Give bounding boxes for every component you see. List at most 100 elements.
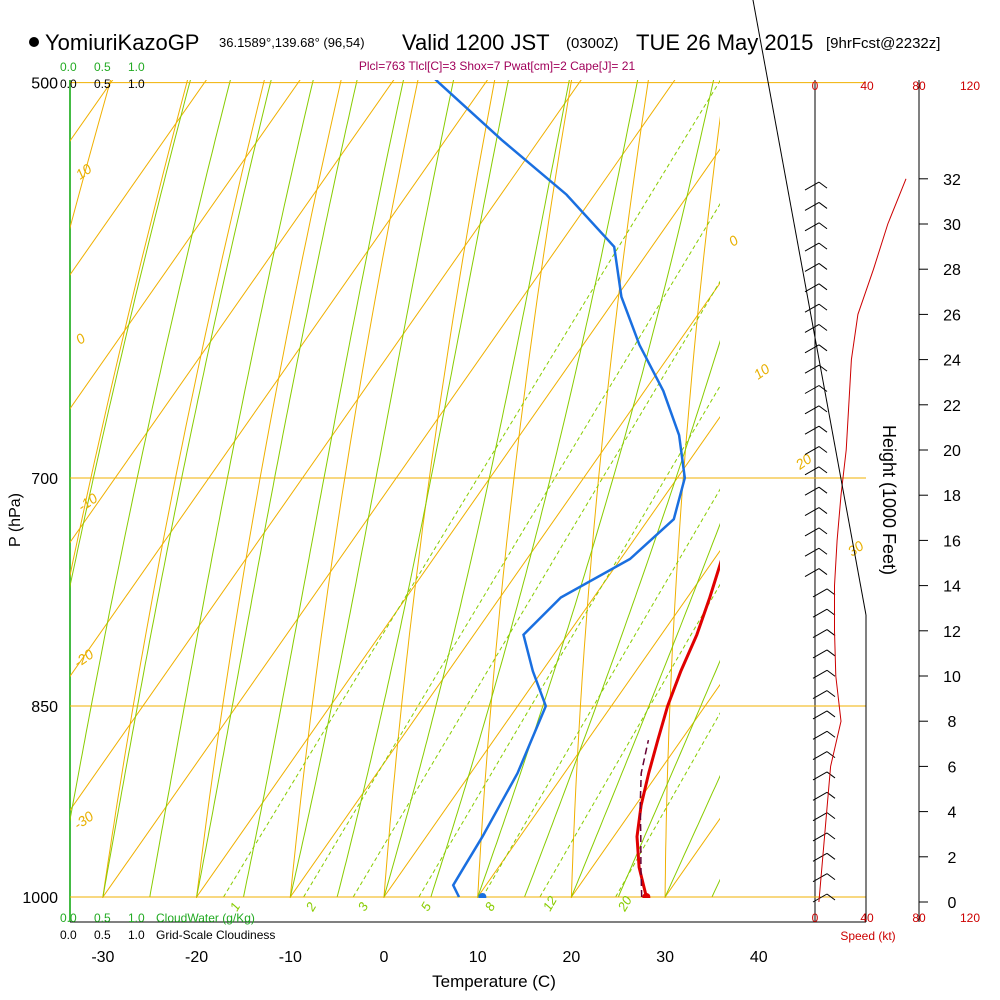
wind-barb bbox=[804, 507, 828, 516]
height-tick-label: 28 bbox=[943, 262, 961, 279]
wind-barb bbox=[804, 385, 828, 394]
cloud-top-green-2: 1.0 bbox=[128, 60, 145, 74]
isotherm bbox=[70, 80, 582, 812]
moist-adiabat bbox=[243, 80, 404, 898]
temp-tick-label: -30 bbox=[91, 949, 114, 966]
wind-barb-flag bbox=[818, 507, 828, 514]
wind-barb-flag bbox=[818, 527, 828, 535]
cloud-bottom-green-0: 0.0 bbox=[60, 911, 77, 925]
mixing-ratio-line bbox=[352, 280, 720, 898]
dewpoint-surface-dot bbox=[478, 893, 487, 898]
isotherm bbox=[570, 683, 720, 898]
cloud-top-black-0: 0.0 bbox=[60, 77, 77, 91]
height-tick-label: 10 bbox=[943, 669, 961, 686]
dry-adiabat-label: 20 bbox=[792, 450, 815, 473]
mixing-ratio-line bbox=[482, 488, 720, 898]
wind-barb-flag bbox=[826, 669, 836, 677]
moist-adiabat bbox=[383, 80, 570, 898]
height-tick-label: 20 bbox=[943, 443, 961, 460]
wind-barb bbox=[804, 242, 828, 252]
dry-adiabat bbox=[289, 80, 419, 898]
wind-barb bbox=[804, 527, 828, 537]
temp-tick-label: 40 bbox=[750, 949, 768, 966]
speed-bottom-3: 120 bbox=[960, 911, 980, 925]
isotherm bbox=[383, 416, 720, 898]
wind-barb bbox=[812, 608, 836, 618]
wind-barbs bbox=[804, 181, 836, 903]
isotherm bbox=[0, 0, 340, 897]
dry-adiabat bbox=[664, 115, 720, 898]
axes: 2503004005007008501000-30-20-10010203040… bbox=[22, 76, 961, 966]
valid-date: TUE 26 May 2015 bbox=[636, 30, 813, 55]
dry-adiabat-label: -30 bbox=[71, 808, 97, 833]
wind-barb-flag bbox=[818, 547, 828, 555]
height-tick-label: 0 bbox=[948, 895, 957, 912]
moist-adiabat bbox=[102, 80, 272, 898]
temperature-surface-dot bbox=[642, 893, 651, 898]
isotherm bbox=[196, 148, 720, 898]
cloud-top-black-1: 0.5 bbox=[94, 77, 111, 91]
wind-barb-flag bbox=[826, 812, 836, 820]
moist-adiabat bbox=[477, 80, 715, 898]
pressure-tick-label: 850 bbox=[31, 699, 58, 716]
temp-tick-label: -20 bbox=[185, 949, 208, 966]
mixing-ratio-line bbox=[418, 385, 720, 898]
mixing-ratio-line bbox=[539, 583, 720, 898]
isotherm bbox=[0, 0, 621, 897]
mixing-ratio-label: 20 bbox=[614, 893, 635, 915]
wind-barb-staff bbox=[812, 588, 828, 598]
wind-barb bbox=[812, 730, 836, 740]
wind-barb-staff bbox=[804, 405, 820, 415]
temp-tick-label: 20 bbox=[563, 949, 581, 966]
height-tick-label: 22 bbox=[943, 398, 961, 415]
wind-barb bbox=[804, 303, 828, 313]
wind-barb-flag bbox=[818, 446, 828, 453]
moist-adiabat bbox=[196, 80, 358, 898]
wind-barb bbox=[804, 222, 828, 232]
mixing-ratio-label: 12 bbox=[540, 893, 561, 914]
wind-barb-staff bbox=[804, 202, 820, 211]
wind-barb bbox=[812, 669, 836, 679]
wind-barb-staff bbox=[812, 893, 828, 903]
isotherm bbox=[0, 0, 246, 897]
height-tick-label: 18 bbox=[943, 488, 961, 505]
dry-adiabat-label: -10 bbox=[75, 490, 101, 515]
wind-barb-flag bbox=[818, 263, 828, 270]
wind-barb-staff bbox=[804, 181, 820, 191]
wind-barb-staff bbox=[812, 873, 828, 883]
wind-barb-staff bbox=[804, 466, 820, 476]
y-axis-title: P (hPa) bbox=[7, 493, 24, 547]
wind-barb bbox=[804, 425, 828, 435]
wind-barb-staff bbox=[804, 507, 820, 516]
cloud-bottom-green-label: CloudWater (g/Kg) bbox=[156, 911, 255, 925]
height-tick-label: 32 bbox=[943, 172, 961, 189]
wind-barb-staff bbox=[812, 791, 828, 801]
temp-tick-label: 10 bbox=[469, 949, 487, 966]
moist-adiabat bbox=[70, 80, 231, 823]
dry-adiabat-label: 0 bbox=[726, 232, 742, 250]
dry-adiabat bbox=[0, 0, 202, 909]
dry-adiabat-label: 10 bbox=[751, 360, 773, 382]
station-coords: 36.1589°,139.68° (96,54) bbox=[219, 35, 365, 50]
dry-adiabat bbox=[195, 80, 342, 898]
isotherm bbox=[102, 80, 676, 898]
wind-barb bbox=[812, 852, 836, 862]
wind-speed-panel bbox=[752, 0, 907, 922]
wind-barb bbox=[804, 547, 828, 557]
speed-axis-label: Speed (kt) bbox=[840, 929, 895, 943]
wind-barb-staff bbox=[812, 629, 828, 639]
wind-barb-flag bbox=[826, 629, 836, 636]
forecast-label: [9hrFcst@2232z] bbox=[826, 35, 940, 52]
wind-barb bbox=[804, 202, 828, 211]
moist-adiabat bbox=[149, 80, 314, 898]
wind-barb-staff bbox=[804, 364, 820, 374]
isotherm bbox=[70, 80, 489, 678]
wind-barb-flag bbox=[818, 202, 828, 209]
wind-barb-flag bbox=[826, 771, 836, 779]
wind-barb bbox=[812, 873, 836, 883]
plot-frame bbox=[69, 80, 920, 923]
wind-barb-flag bbox=[818, 344, 828, 352]
wind-barb-staff bbox=[804, 222, 820, 232]
wind-barb bbox=[812, 629, 836, 639]
